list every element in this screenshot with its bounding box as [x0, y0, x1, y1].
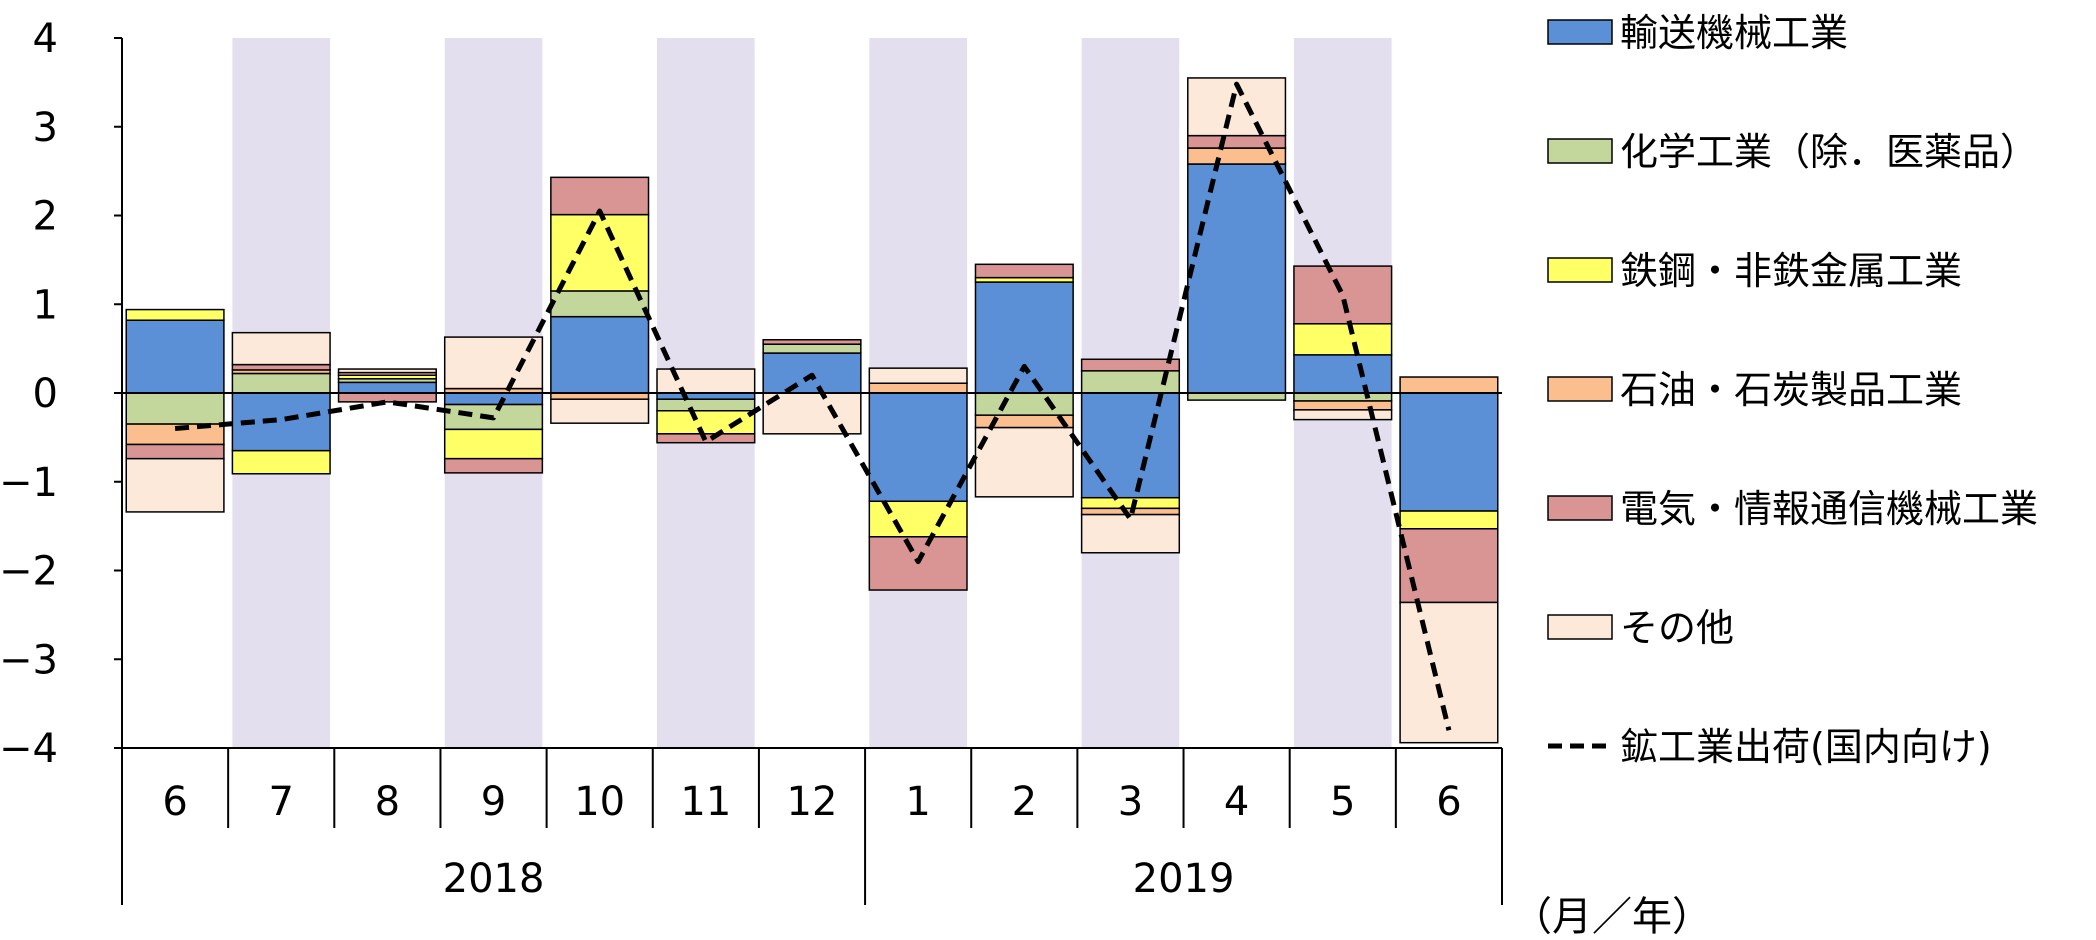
bar-segment-2-12: [1399, 510, 1499, 530]
x-tick-label: 2: [1012, 779, 1037, 825]
bar-segment-4-7: [868, 536, 968, 591]
y-tick-label: −1: [0, 460, 58, 506]
bar-segment-0-9: [1080, 392, 1181, 499]
legend-swatch-5: [1547, 614, 1613, 640]
x-tick-label: 5: [1330, 779, 1355, 825]
bar-segment-5-2: [337, 368, 437, 374]
bar-segment-0-8: [974, 281, 1074, 394]
bar-segment-0-12: [1399, 392, 1499, 512]
bar-segment-1-11: [1293, 392, 1393, 402]
year-label: 2018: [443, 856, 545, 902]
bar-segment-4-8: [974, 263, 1074, 279]
bar-segment-2-3: [443, 428, 544, 460]
legend-label-5: その他: [1620, 606, 1734, 650]
legend-label-3: 石油・石炭製品工業: [1620, 368, 1962, 412]
bar-segment-4-1: [231, 363, 331, 371]
bar-segment-2-4: [550, 213, 650, 292]
x-tick-label: 12: [787, 779, 838, 825]
y-tick-label: −2: [0, 549, 58, 595]
bar-segment-5-1: [231, 331, 331, 366]
bar-segment-4-11: [1293, 265, 1393, 325]
y-tick-label: 2: [33, 194, 58, 240]
bar-segment-5-7: [868, 367, 968, 384]
bar-segment-5-8: [974, 426, 1074, 498]
x-tick-label: 4: [1224, 779, 1249, 825]
x-tick-label: 3: [1118, 779, 1143, 825]
legend-label-2: 鉄鋼・非鉄金属工業: [1620, 249, 1962, 293]
bar-segment-1-5: [656, 398, 756, 412]
x-tick-label: 7: [269, 779, 294, 825]
year-label: 2019: [1133, 856, 1235, 902]
bar-segment-4-0: [125, 443, 225, 460]
legend-swatch-1: [1547, 138, 1613, 164]
x-tick-label: 6: [162, 779, 187, 825]
x-tick-label: 10: [574, 779, 625, 825]
bar-segment-5-11: [1293, 409, 1393, 421]
y-tick-label: −3: [0, 637, 58, 683]
legend-swatch-2: [1547, 257, 1613, 283]
shipment-line: [174, 81, 1452, 731]
legend-swatch-3: [1547, 376, 1613, 402]
y-tick-label: 0: [33, 371, 58, 417]
y-tick-label: 4: [33, 16, 58, 62]
bar-segment-1-0: [125, 392, 225, 425]
x-tick-label: 8: [375, 779, 400, 825]
bar-segment-0-4: [550, 315, 650, 394]
bar-segment-4-2: [337, 392, 437, 403]
bar-segment-4-12: [1399, 528, 1499, 604]
bar-segment-1-10: [1187, 392, 1287, 401]
bar-segment-4-3: [443, 457, 544, 474]
bar-segment-1-8: [974, 392, 1074, 416]
shipment-line-path: [174, 81, 1452, 731]
bar-segment-5-4: [550, 398, 650, 424]
x-tick-label: 9: [481, 779, 506, 825]
legend-label-4: 電気・情報通信機械工業: [1620, 487, 2038, 531]
x-tick-label: 6: [1436, 779, 1461, 825]
bar-segment-3-12: [1399, 376, 1499, 394]
bar-segment-5-6: [762, 392, 862, 435]
bar-segment-4-4: [550, 176, 650, 216]
legend-swatch-4: [1547, 495, 1613, 521]
x-tick-label: 1: [905, 779, 930, 825]
bar-segment-5-0: [125, 457, 225, 513]
bar-segment-1-6: [762, 343, 862, 354]
bar-segment-1-1: [231, 372, 331, 394]
bar-segment-0-7: [868, 392, 968, 503]
stacked-bars: [125, 77, 1499, 744]
bar-segment-2-0: [125, 308, 225, 321]
axis-unit-label: （月／年）: [1512, 894, 1712, 940]
legend-swatch-0: [1547, 19, 1613, 45]
bar-segment-0-10: [1187, 163, 1287, 394]
bar-segment-2-11: [1293, 323, 1393, 356]
legend-label-0: 輸送機械工業: [1620, 11, 1848, 55]
bar-segment-3-11: [1293, 400, 1393, 411]
legend-label-line: 鉱工業出荷(国内向け): [1620, 725, 1992, 769]
bar-segment-0-11: [1293, 354, 1393, 394]
bar-segment-4-6: [762, 339, 862, 345]
bar-segment-0-3: [443, 392, 544, 406]
y-tick-label: −4: [0, 726, 58, 772]
bar-segment-5-12: [1399, 601, 1499, 744]
y-tick-label: 3: [33, 105, 58, 151]
bar-segment-0-2: [337, 381, 437, 394]
bar-segment-2-9: [1080, 496, 1181, 510]
bar-segment-0-0: [125, 319, 225, 394]
bar-segment-2-1: [231, 449, 331, 475]
bar-segment-5-3: [443, 336, 544, 390]
bar-segment-5-9: [1080, 513, 1181, 554]
y-tick-label: 1: [33, 282, 58, 328]
bar-segment-3-7: [868, 382, 968, 394]
axes: [114, 37, 1503, 905]
bar-segment-4-9: [1080, 358, 1181, 372]
x-tick-label: 11: [680, 779, 731, 825]
legend-label-1: 化学工業（除．医薬品）: [1620, 130, 2038, 174]
bar-segment-1-4: [550, 290, 650, 318]
bar-segment-4-10: [1187, 134, 1287, 149]
